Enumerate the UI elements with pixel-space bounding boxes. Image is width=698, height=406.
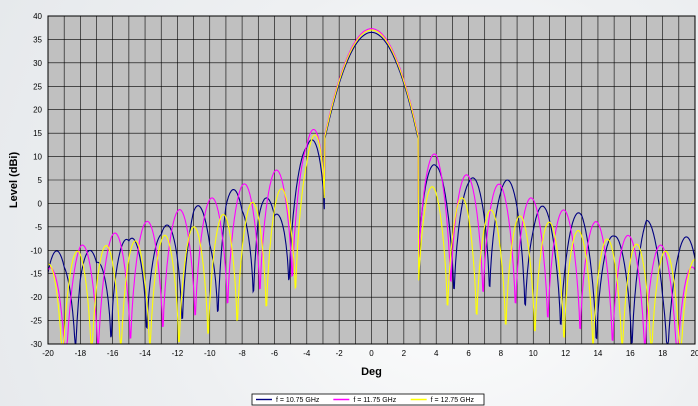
x-tick-label: 18 xyxy=(658,349,667,358)
legend-label-2: f = 11.75 GHz xyxy=(353,397,396,404)
y-tick-label: 30 xyxy=(33,59,42,68)
x-tick-label: 4 xyxy=(434,349,439,358)
legend: f = 10.75 GHz f = 11.75 GHz f = 12.75 GHz xyxy=(251,393,485,406)
x-tick-label: -12 xyxy=(172,349,184,358)
legend-label-3: f = 12.75 GHz xyxy=(431,397,475,404)
y-tick-label: -20 xyxy=(30,293,42,302)
x-axis-title: Deg xyxy=(361,366,382,378)
y-tick-label: 40 xyxy=(33,12,42,21)
y-tick-label: 10 xyxy=(33,153,42,162)
x-tick-label: -8 xyxy=(239,349,247,358)
y-tick-label: -25 xyxy=(30,317,42,326)
x-tick-label: 12 xyxy=(561,349,570,358)
series-line-3 xyxy=(48,29,695,344)
x-tick-label: 10 xyxy=(529,349,538,358)
legend-label-1: f = 10.75 GHz xyxy=(276,397,320,404)
x-tick-label: -14 xyxy=(139,349,151,358)
y-tick-label: 20 xyxy=(33,106,42,115)
x-tick-label: 16 xyxy=(626,349,635,358)
y-tick-label: 0 xyxy=(38,199,43,208)
y-tick-label: -30 xyxy=(30,340,42,349)
x-tick-label: -4 xyxy=(303,349,311,358)
x-tick-label: 2 xyxy=(402,349,407,358)
y-tick-label: 5 xyxy=(38,176,43,185)
x-tick-label: -2 xyxy=(336,349,344,358)
y-tick-label: -15 xyxy=(30,270,42,279)
series-line-2 xyxy=(48,28,695,344)
x-tick-label: -16 xyxy=(107,349,119,358)
x-tick-label: 0 xyxy=(369,349,374,358)
y-tick-label: -10 xyxy=(30,246,42,255)
y-tick-label: 15 xyxy=(33,129,42,138)
y-tick-label: 35 xyxy=(33,35,42,44)
x-tick-label: 14 xyxy=(593,349,602,358)
plot-border xyxy=(47,15,696,345)
x-tick-label: -18 xyxy=(75,349,87,358)
legend-box xyxy=(251,393,485,406)
y-tick-label: 25 xyxy=(33,82,42,91)
y-axis-title: Level (dBi) xyxy=(8,152,20,209)
x-tick-label: 6 xyxy=(466,349,471,358)
x-tick-label: -6 xyxy=(271,349,279,358)
x-tick-label: -10 xyxy=(204,349,216,358)
x-tick-label: 8 xyxy=(499,349,504,358)
x-tick-label: -20 xyxy=(42,349,54,358)
y-tick-label: -5 xyxy=(35,223,43,232)
x-tick-label: 20 xyxy=(691,349,698,358)
